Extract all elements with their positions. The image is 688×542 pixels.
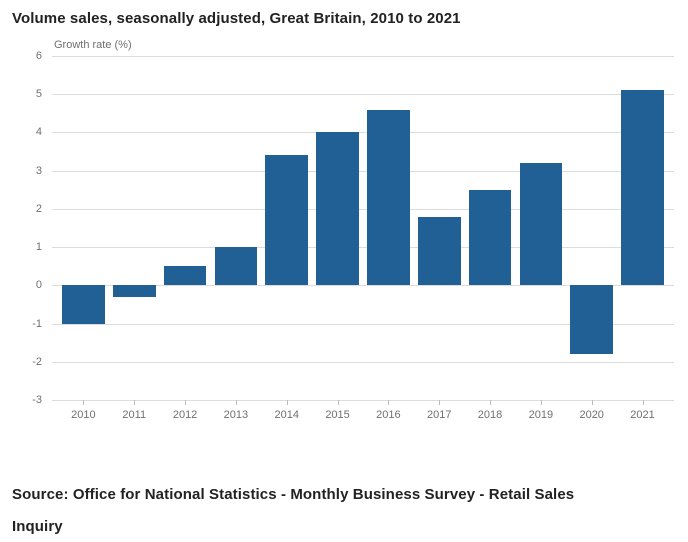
x-tick-label: 2021: [630, 409, 655, 421]
bar-slot: [414, 56, 465, 405]
bar-slot: [465, 56, 516, 405]
bar-slot: [58, 56, 109, 405]
gridline: [52, 56, 674, 57]
y-tick-label: 6: [35, 50, 42, 62]
bar-slot: [617, 56, 668, 405]
x-tick-label: 2014: [274, 409, 299, 421]
y-tick-label: 2: [35, 202, 42, 215]
bar-2019[interactable]: [519, 163, 563, 286]
bar-2017[interactable]: [417, 216, 461, 286]
bar-slot: [210, 56, 261, 405]
y-tick-label: 1: [35, 241, 42, 254]
gridline: [52, 400, 674, 401]
bar-slot: [261, 56, 312, 405]
chart-title: Volume sales, seasonally adjusted, Great…: [12, 10, 461, 27]
bar-slot: [566, 56, 617, 405]
bar-2015[interactable]: [316, 132, 359, 286]
bar-slot: [160, 56, 211, 405]
bar-2020[interactable]: [570, 285, 614, 355]
bar-2013[interactable]: [214, 247, 258, 286]
bar-slot: [515, 56, 566, 405]
x-tick-label: 2012: [172, 409, 198, 421]
x-tick-label: 2015: [325, 409, 350, 421]
gridline: [52, 285, 674, 287]
x-tick-label: 2011: [122, 409, 147, 421]
gridline: [52, 132, 674, 134]
bar-slot: [363, 56, 414, 405]
x-tick-label: 2020: [579, 409, 604, 421]
x-tick-label: 2010: [71, 409, 96, 421]
bars-row: [52, 56, 674, 405]
y-tick-label: -1: [32, 317, 42, 330]
x-axis: 2010 2011 2012 2013 2014 2015 2016 2017 2018 2019…: [52, 409, 674, 421]
gridline: [52, 94, 674, 96]
source-note: Source: Office for National Statistics -…: [12, 486, 575, 535]
x-tick-label: 2017: [426, 409, 452, 421]
y-tick-label: 0: [35, 279, 42, 292]
gridline: [52, 170, 674, 172]
bar-2011[interactable]: [112, 285, 156, 297]
y-tick-label: 4: [35, 126, 42, 139]
y-axis-label: Growth rate (%): [54, 39, 132, 51]
x-tick-label: 2016: [376, 409, 401, 421]
x-tick-label: 2018: [477, 409, 503, 421]
bar-chart: 6 5 4 3 2 1 0 -1 -2 -3: [32, 50, 674, 406]
gridline: [52, 361, 674, 363]
gridline: [52, 247, 674, 249]
y-tick-label: -3: [32, 394, 42, 406]
gridline: [52, 323, 674, 325]
y-tick-label: 3: [35, 164, 42, 177]
x-tick-label: 2019: [528, 409, 554, 421]
gridline: [52, 208, 674, 210]
bar-slot: [109, 56, 160, 405]
bar-2014[interactable]: [265, 155, 309, 286]
bar-2016[interactable]: [367, 109, 410, 286]
bar-slot: [312, 56, 363, 405]
y-axis: 6 5 4 3 2 1 0 -1 -2 -3: [12, 50, 46, 406]
bar-2012[interactable]: [163, 266, 207, 286]
bar-2010[interactable]: [62, 285, 105, 324]
y-tick-label: 5: [35, 88, 42, 101]
bar-2021[interactable]: [621, 90, 664, 286]
y-tick-label: -2: [32, 355, 42, 368]
plot-area: [52, 56, 674, 401]
bar-2018[interactable]: [468, 189, 512, 286]
x-tick-label: 2013: [223, 409, 249, 421]
